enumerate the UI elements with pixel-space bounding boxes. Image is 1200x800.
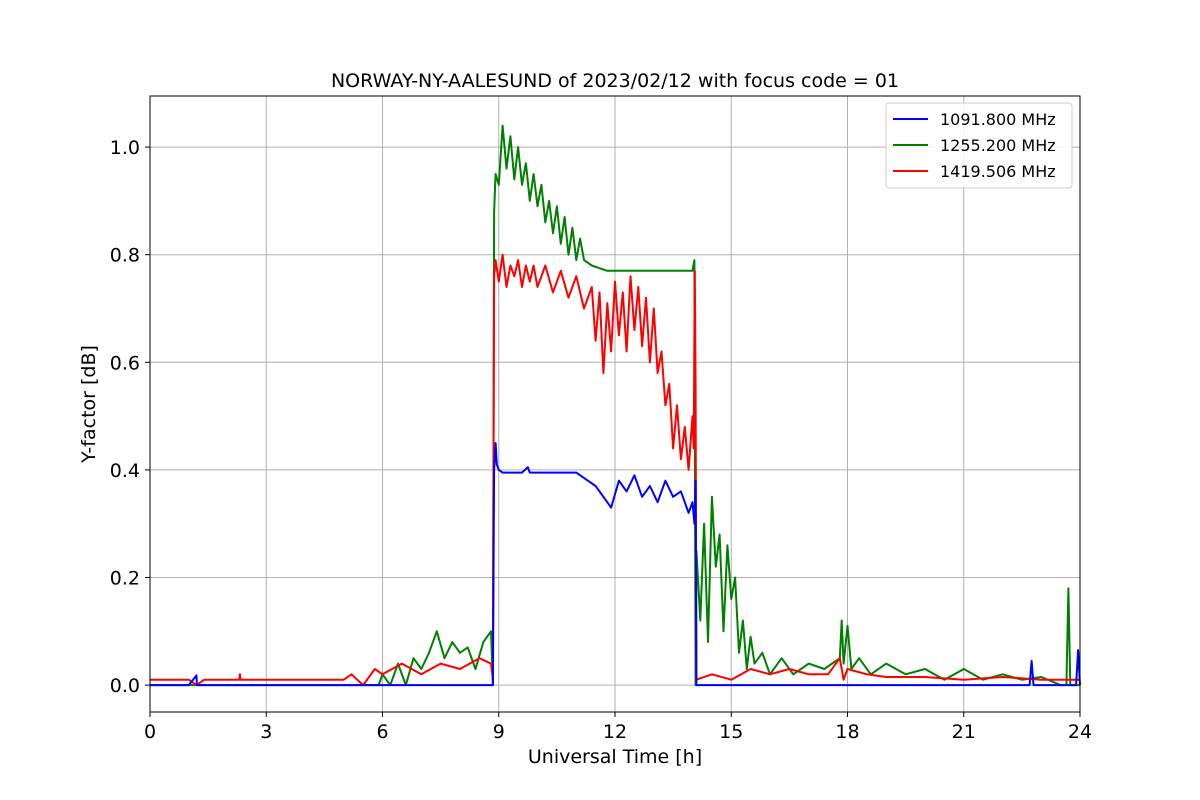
y-tick-label: 0.2: [110, 568, 140, 590]
legend-entry: 1255.200 MHz: [940, 136, 1056, 155]
y-tick-label: 0.8: [110, 245, 140, 267]
x-tick-label: 12: [603, 721, 627, 743]
y-tick-label: 1.0: [110, 137, 140, 159]
series-layer: [150, 124, 1081, 687]
x-tick-label: 6: [376, 721, 388, 743]
y-tick-label: 0.4: [110, 460, 140, 482]
x-tick-label: 3: [260, 721, 272, 743]
series-line-1091-800-mhz: [150, 442, 1081, 687]
legend-entry: 1091.800 MHz: [940, 110, 1056, 129]
legend: 1091.800 MHz 1255.200 MHz 1419.506 MHz: [885, 102, 1073, 189]
x-tick-label: 21: [952, 721, 976, 743]
x-tick-label: 0: [144, 721, 156, 743]
axis-ticks: 0 3 6 9 12 15 18 21 24 0.0 0.2 0.4 0.6 0.8 1.0: [110, 137, 1092, 743]
y-tick-label: 0.6: [110, 352, 140, 374]
series-line-1419-506-mhz: [150, 253, 1080, 687]
x-tick-label: 18: [835, 721, 859, 743]
y-tick-label: 0.0: [110, 675, 140, 697]
x-tick-label: 15: [719, 721, 743, 743]
series-line-1255-200-mhz: [150, 124, 1080, 687]
legend-entry: 1419.506 MHz: [940, 162, 1056, 181]
x-axis-label: Universal Time [h]: [528, 746, 702, 768]
x-tick-label: 9: [493, 721, 505, 743]
y-axis-label: Y-factor [dB]: [78, 345, 100, 464]
chart-title: NORWAY-NY-AALESUND of 2023/02/12 with fo…: [331, 70, 899, 92]
legend-box: [885, 102, 1073, 189]
x-tick-label: 24: [1068, 721, 1092, 743]
